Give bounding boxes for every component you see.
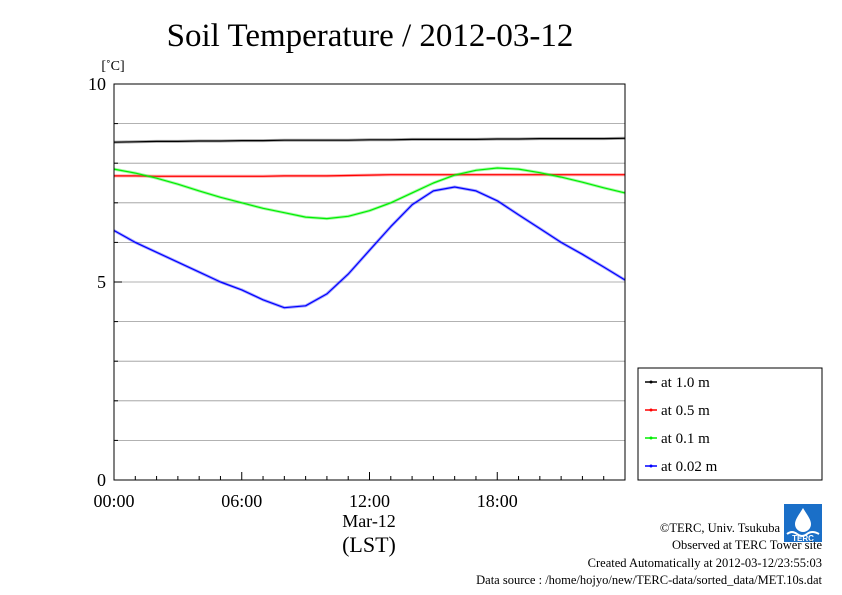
legend-swatch-dot [649,464,653,468]
x-tick-label: 18:00 [477,491,518,511]
legend-label: at 0.02 m [661,459,718,475]
y-tick-label: 0 [97,470,106,490]
legend-label: at 1.0 m [661,375,710,391]
footer-copyright: ©TERC, Univ. Tsukuba [659,521,780,535]
y-tick-label: 5 [97,272,106,292]
x-axis-label: (LST) [342,532,396,557]
x-tick-label: 06:00 [221,491,262,511]
series-line-core [113,186,626,309]
legend-swatch-dot [649,380,653,384]
grid-lines [114,123,625,441]
footer-site: Observed at TERC Tower site [671,538,822,552]
legend-label: at 0.5 m [661,403,710,419]
series-line-core [114,174,625,177]
series-line-core [113,137,626,143]
footer-source: Data source : /home/hojyo/new/TERC-data/… [476,573,822,587]
legend-swatch-dot [649,408,653,412]
x-tick-label: 00:00 [93,491,134,511]
chart-title: Soil Temperature / 2012-03-12 [167,18,574,54]
legend-swatch-dot [649,436,653,440]
x-axis-date: Mar-12 [342,511,396,531]
legend-box [637,367,823,481]
footer-created: Created Automatically at 2012-03-12/23:5… [587,556,822,570]
y-tick-label: 10 [88,74,106,94]
legend: at 1.0 m at 0.5 m at 0.1 m at 0.02 m [637,367,823,481]
x-tick-label: 12:00 [349,491,390,511]
series-line [113,185,626,310]
terc-logo-text: TERC [792,534,814,542]
y-axis-unit: [˚C] [101,59,124,74]
y-axis: 0 5 10 [88,74,122,490]
series-lines [113,136,626,310]
x-axis: 00:00 06:00 12:00 18:00 [93,472,605,511]
series-line-core [113,167,626,220]
legend-label: at 0.1 m [661,431,710,447]
terc-logo: TERC [784,504,822,543]
